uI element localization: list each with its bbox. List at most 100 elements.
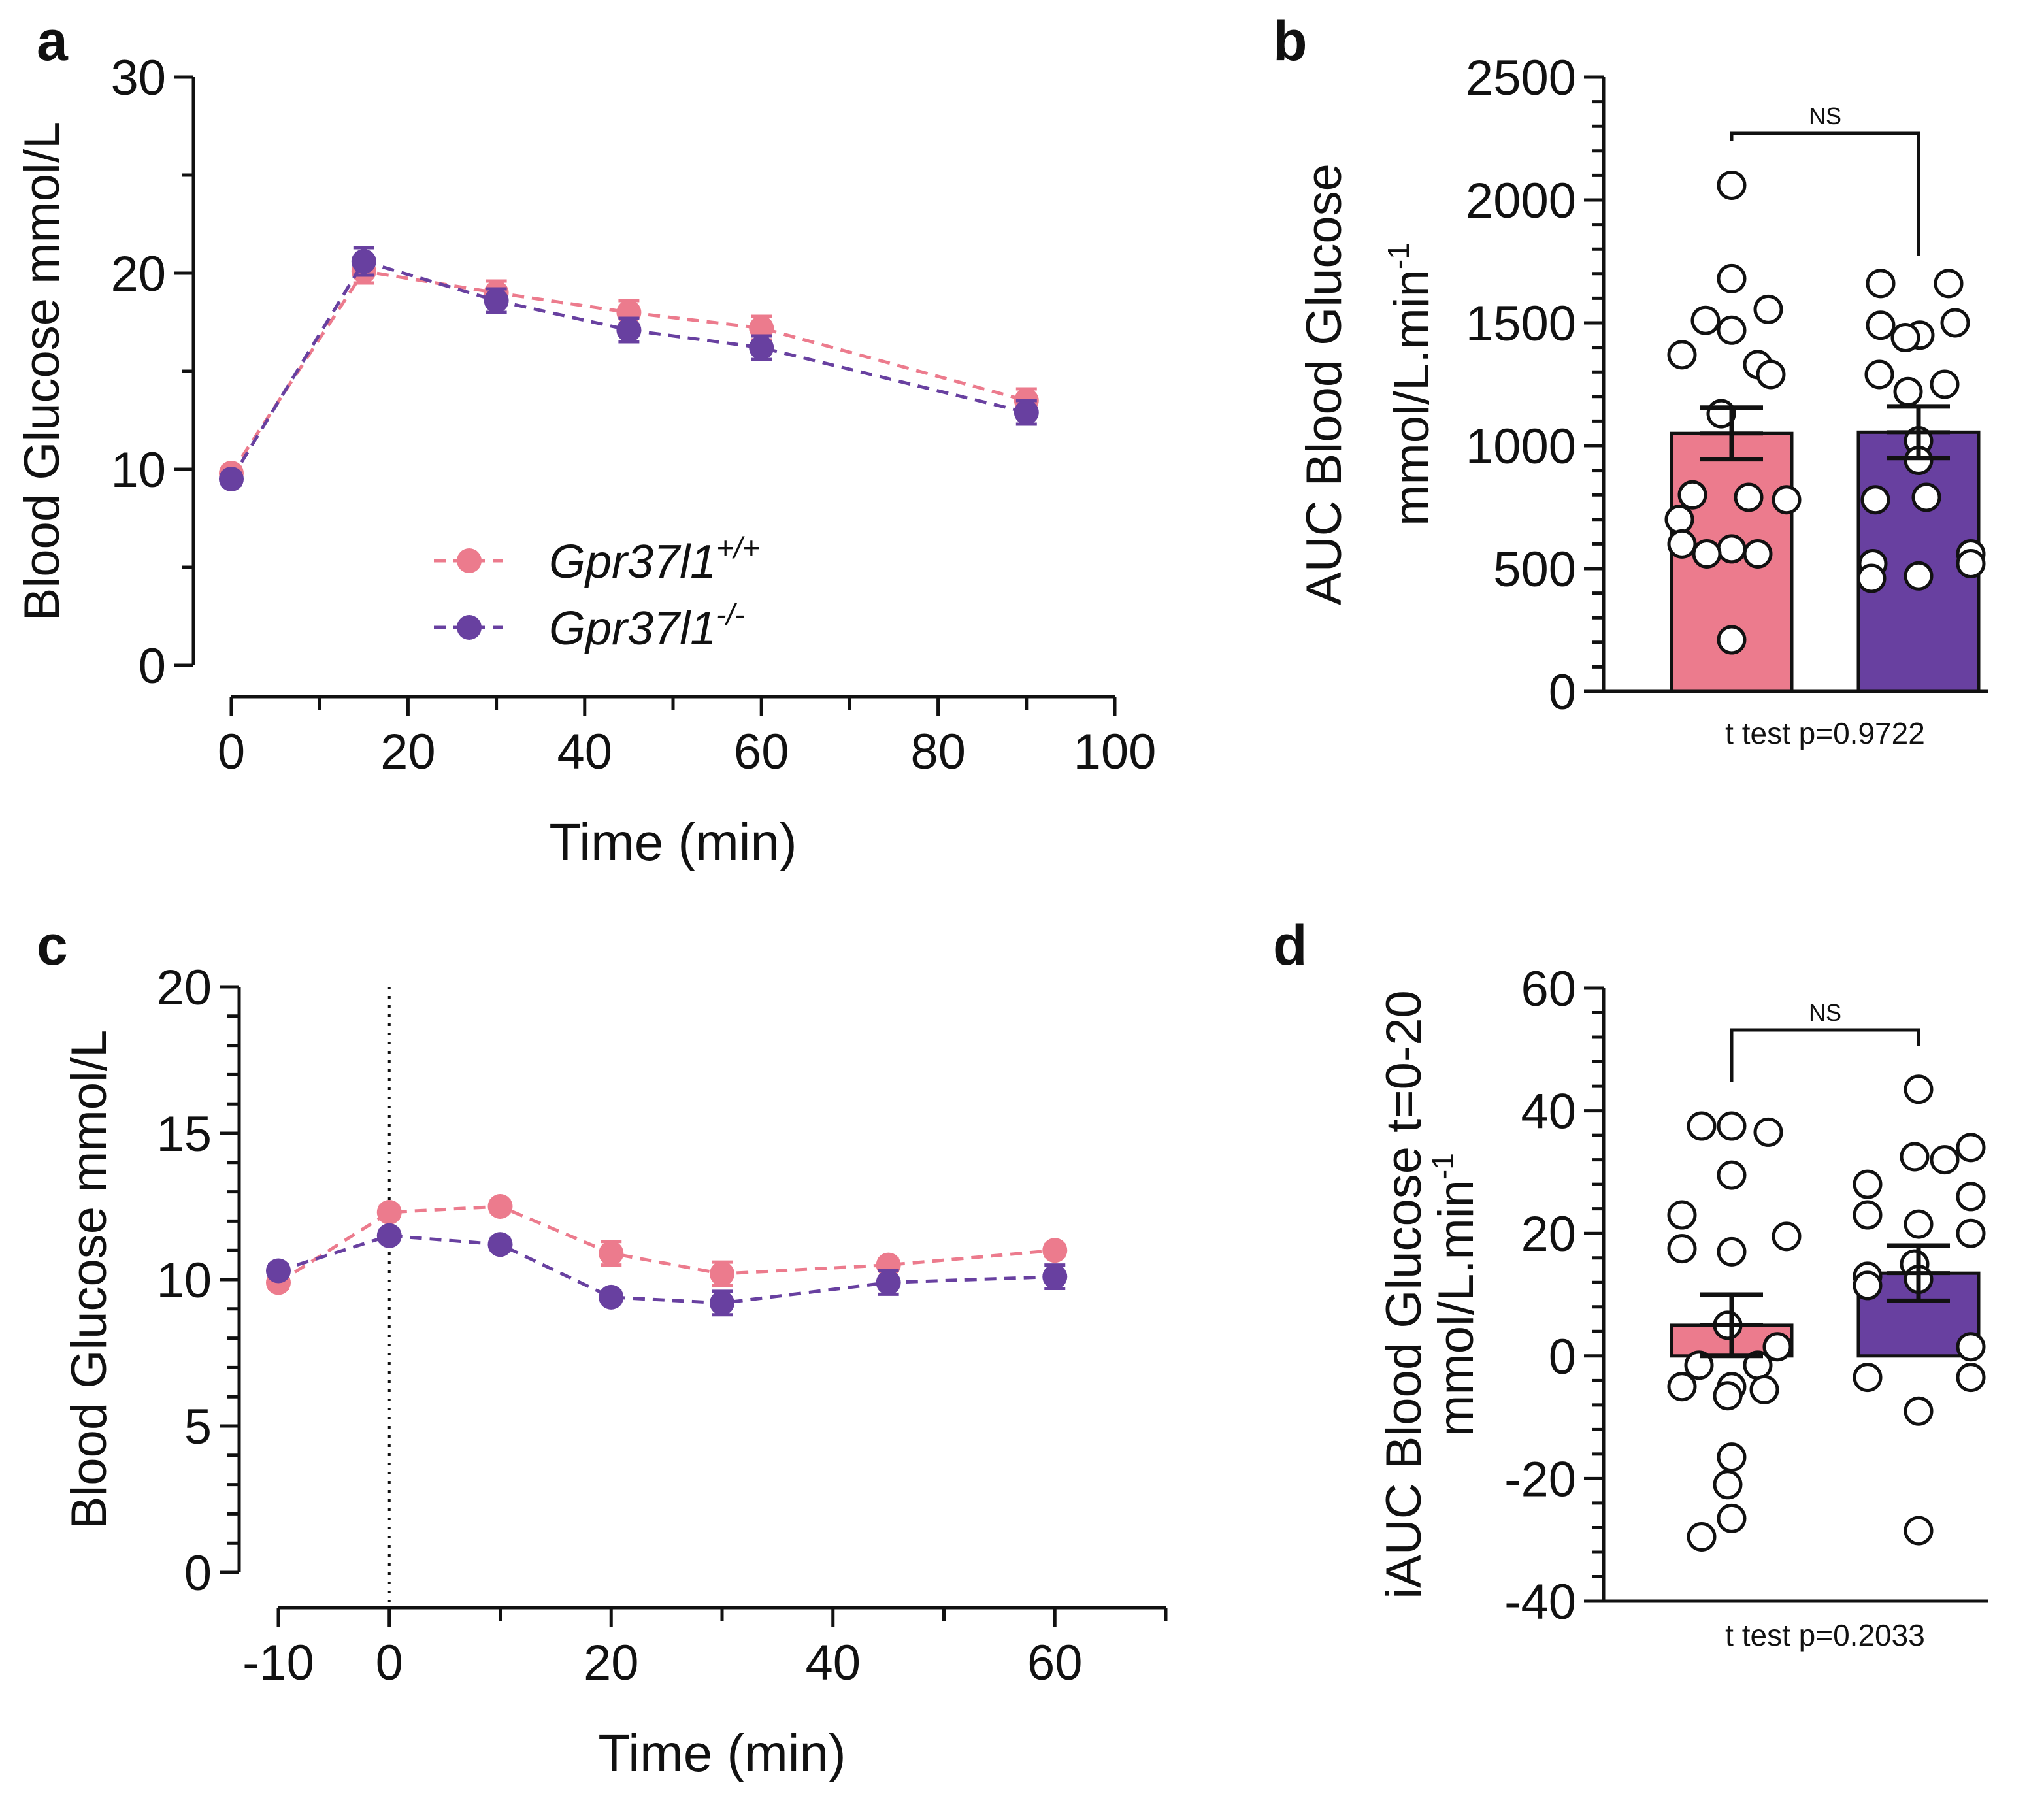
x-tick-label: 60 xyxy=(1027,1635,1083,1691)
data-point-ko xyxy=(1904,1074,1934,1104)
y-tick-label: 0 xyxy=(184,1546,212,1601)
data-point-wt xyxy=(1692,539,1722,569)
test-result: t test p=0.2033 xyxy=(1725,1618,1925,1652)
data-point-wt xyxy=(1667,1234,1697,1264)
data-point-ko xyxy=(1956,1182,1986,1212)
y-tick-label: 500 xyxy=(1493,542,1576,597)
data-point-ko xyxy=(1956,1218,1986,1248)
legend-name-ko: Gpr37l1 xyxy=(549,603,716,655)
data-point-wt xyxy=(1667,340,1697,370)
data-point-ko xyxy=(1940,308,1970,338)
data-point-ko xyxy=(1904,1516,1934,1546)
data-point-wt xyxy=(1687,1111,1717,1141)
data-point-ko xyxy=(599,1284,624,1310)
data-point-wt xyxy=(1762,1332,1792,1362)
data-point-ko xyxy=(1042,1264,1068,1289)
legend-marker-ko xyxy=(457,615,482,640)
y-axis-title-line1: iAUC Blood Glucose t=0-20 xyxy=(1376,990,1432,1599)
y-axis-title: Blood Glucose mmol/L xyxy=(61,1030,117,1530)
panel-label-d: d xyxy=(1273,914,1308,977)
data-point-wt xyxy=(1717,263,1747,293)
x-tick-label: 0 xyxy=(218,724,245,780)
data-point-wt xyxy=(1743,539,1773,569)
data-point-wt xyxy=(1684,1350,1714,1380)
legend: Gpr37l1+/+Gpr37l1-/- xyxy=(434,531,760,655)
data-point-ko xyxy=(1853,1363,1883,1393)
data-point-ko xyxy=(616,318,642,342)
y-tick-label: 20 xyxy=(110,246,166,302)
data-point-wt xyxy=(1717,1111,1747,1141)
data-point-ko xyxy=(1860,485,1890,515)
legend-label-ko: Gpr37l1-/- xyxy=(549,597,745,655)
data-point-wt xyxy=(1042,1238,1068,1263)
data-point-ko xyxy=(1956,1332,1986,1362)
series-line-ko xyxy=(229,259,1027,480)
legend-sup-wt: +/+ xyxy=(716,531,760,565)
y-axis-title-line2: mmol/L.min-1 xyxy=(1426,1153,1484,1436)
data-point-wt xyxy=(1717,1503,1747,1533)
data-point-ko xyxy=(1890,323,1920,353)
y-tick-label: 0 xyxy=(1549,665,1576,720)
data-point-wt xyxy=(1734,482,1764,512)
y-tick-label: 0 xyxy=(1549,1329,1576,1385)
panel-a: a 0 10 20 30 0 20 40 60 80 100 Time (min) Blood Gluc… xyxy=(14,10,1156,871)
legend-sup-ko: -/- xyxy=(716,597,744,631)
legend-marker-wt xyxy=(457,548,482,573)
data-point-wt xyxy=(1717,534,1747,564)
significance-bracket xyxy=(1730,1028,1920,1082)
data-point-ko xyxy=(1900,1142,1930,1172)
data-point-ko xyxy=(1930,369,1960,399)
data-point-ko xyxy=(1864,359,1894,390)
series-line-wt xyxy=(229,269,1027,474)
data-point-ko xyxy=(1956,548,1986,578)
data-point-wt xyxy=(1753,1117,1783,1147)
y-tick-label: 2500 xyxy=(1466,50,1576,106)
x-tick-label: 0 xyxy=(376,1635,403,1691)
y-axis-title-line2: mmol/L.min-1 xyxy=(1381,242,1440,526)
data-point-wt xyxy=(1717,625,1747,655)
data-point-ko xyxy=(1014,400,1039,425)
x-tick-label: 80 xyxy=(910,724,966,780)
y-axis-title-line1: AUC Blood Glucose xyxy=(1296,163,1352,605)
y-axis-title: Blood Glucose mmol/L xyxy=(14,122,70,622)
data-point-wt xyxy=(1717,1160,1747,1190)
data-point-wt xyxy=(376,1199,402,1225)
y-axis-title-unit: mmol/L.min xyxy=(1428,1180,1484,1436)
data-point-ko xyxy=(1934,269,1964,299)
data-point-wt xyxy=(1717,170,1747,200)
panel-label-a: a xyxy=(37,10,69,73)
data-point-wt xyxy=(710,1261,734,1287)
data-point-wt xyxy=(599,1240,624,1266)
data-point-ko xyxy=(219,467,244,491)
y-tick-label: 20 xyxy=(156,960,212,1016)
data-point-ko xyxy=(1911,482,1941,512)
y-tick-label: 5 xyxy=(184,1399,212,1455)
data-point-wt xyxy=(1717,1236,1747,1267)
data-point-ko xyxy=(487,1232,513,1257)
data-point-ko xyxy=(351,249,376,274)
data-point-ko xyxy=(1893,376,1923,407)
legend-name-wt: Gpr37l1 xyxy=(549,536,716,588)
data-point-wt xyxy=(1664,505,1694,535)
data-point-wt xyxy=(1717,1442,1747,1472)
data-point-wt xyxy=(487,1194,513,1219)
data-point-ko xyxy=(1956,1133,1986,1163)
data-point-wt xyxy=(1690,305,1721,335)
data-point-ko xyxy=(1866,269,1896,299)
y-tick-label: 40 xyxy=(1521,1084,1576,1140)
data-point-wt xyxy=(1717,315,1747,345)
data-point-wt xyxy=(1667,529,1697,559)
data-point-ko xyxy=(376,1223,402,1248)
x-tick-label: 40 xyxy=(805,1635,861,1691)
x-tick-label: 20 xyxy=(584,1635,639,1691)
x-axis-title: Time (min) xyxy=(598,1724,846,1782)
data-point-wt xyxy=(1772,485,1802,515)
data-point-ko xyxy=(710,1290,734,1316)
data-point-wt xyxy=(1753,294,1783,324)
x-tick-label: -10 xyxy=(242,1635,314,1691)
x-tick-label: 100 xyxy=(1074,724,1157,780)
y-tick-label: 1000 xyxy=(1466,419,1576,474)
significance-label: NS xyxy=(1809,103,1841,129)
data-point-ko xyxy=(1853,1200,1883,1230)
data-point-ko xyxy=(1856,563,1887,593)
